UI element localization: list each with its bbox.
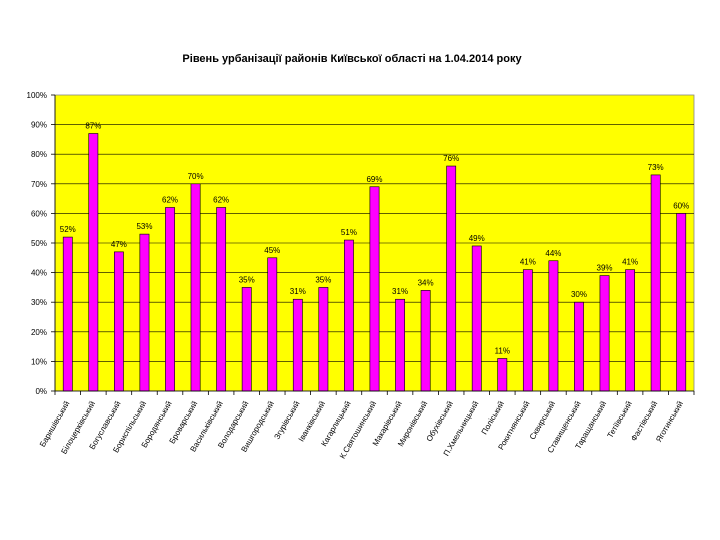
- y-tick-label: 30%: [31, 298, 47, 307]
- bar: [497, 358, 508, 392]
- data-label: 34%: [418, 278, 434, 287]
- bar: [113, 251, 124, 392]
- category-label: Тетіївський: [606, 400, 634, 440]
- y-tick-label: 20%: [31, 328, 47, 337]
- bar: [446, 165, 457, 392]
- category-label: Згурівський: [272, 400, 301, 441]
- data-label: 49%: [469, 234, 485, 243]
- bar: [318, 287, 329, 392]
- bar: [88, 133, 99, 392]
- data-label: 62%: [213, 195, 229, 204]
- y-tick-label: 0%: [35, 387, 47, 396]
- y-tick-label: 60%: [31, 209, 47, 218]
- data-label: 69%: [366, 175, 382, 184]
- data-label: 73%: [648, 163, 664, 172]
- data-label: 35%: [315, 275, 331, 284]
- bar: [420, 290, 431, 392]
- bar: [522, 269, 533, 392]
- data-label: 41%: [622, 258, 638, 267]
- y-tick-label: 70%: [31, 180, 47, 189]
- bar: [241, 287, 252, 392]
- bar: [190, 183, 201, 392]
- data-label: 39%: [597, 264, 613, 273]
- bar: [216, 207, 227, 392]
- bars: [62, 133, 687, 392]
- bar: [344, 239, 354, 392]
- data-label: 60%: [673, 201, 689, 210]
- data-label: 52%: [60, 225, 76, 234]
- bar: [548, 260, 559, 392]
- data-label: 62%: [162, 195, 178, 204]
- y-tick-label: 50%: [31, 239, 47, 248]
- bar: [165, 207, 175, 392]
- category-label: Сквирський: [528, 400, 557, 442]
- x-axis: БаришівськийБілоцерківськийБогуславський…: [38, 391, 695, 460]
- data-label: 51%: [341, 228, 357, 237]
- bar: [471, 245, 482, 392]
- data-label: 30%: [571, 290, 587, 299]
- bar: [574, 301, 584, 392]
- bar: [292, 298, 303, 392]
- data-label: 47%: [111, 240, 127, 249]
- bar: [625, 269, 636, 392]
- y-tick-label: 80%: [31, 150, 47, 159]
- data-label: 76%: [443, 154, 459, 163]
- y-tick-label: 40%: [31, 269, 47, 278]
- category-label: Яготинський: [654, 400, 685, 444]
- bar: [395, 298, 405, 392]
- category-label: Поліський: [480, 400, 506, 437]
- y-tick-label: 10%: [31, 357, 47, 366]
- data-label: 53%: [136, 222, 152, 231]
- data-label: 31%: [392, 287, 408, 296]
- bar: [267, 257, 278, 392]
- bar: [650, 174, 661, 392]
- y-axis: 0% 10% 20% 30% 40% 50% 60% 70% 80% 90% 100%: [27, 91, 55, 396]
- data-label: 45%: [264, 246, 280, 255]
- chart-title: Рівень урбанізації районів Київської обл…: [182, 53, 522, 65]
- data-label: 35%: [239, 275, 255, 284]
- bar: [139, 233, 150, 392]
- data-label: 70%: [188, 172, 204, 181]
- data-label: 11%: [495, 346, 510, 355]
- bar: [676, 213, 687, 392]
- bar: [369, 186, 380, 392]
- bar: [62, 236, 73, 392]
- data-label: 87%: [85, 121, 101, 130]
- y-tick-label: 90%: [31, 121, 47, 130]
- bar: [599, 275, 610, 392]
- y-tick-label: 100%: [27, 91, 47, 100]
- data-label: 44%: [545, 249, 561, 258]
- data-labels: 52% 87% 47% 53% 62% 70% 62% 35% 45% 31% 35% 51% 69% 3…: [60, 121, 689, 355]
- data-label: 31%: [290, 287, 306, 296]
- data-label: 41%: [520, 258, 536, 267]
